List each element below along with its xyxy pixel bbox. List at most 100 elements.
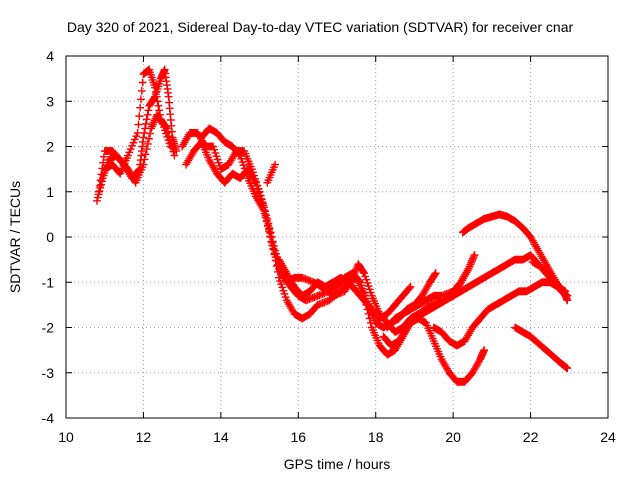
data-point (140, 155, 149, 164)
data-point (268, 238, 277, 247)
data-point (146, 129, 154, 138)
data-point (169, 147, 178, 156)
data-point (151, 83, 159, 92)
data-point (155, 106, 164, 115)
x-tick-label: 20 (445, 429, 461, 445)
series-track-8 (263, 160, 279, 187)
data-point (366, 319, 375, 327)
series-track-14 (511, 323, 572, 373)
x-tick-label: 10 (58, 429, 74, 445)
data-point (365, 314, 374, 323)
data-point (142, 119, 150, 128)
data-point (136, 103, 145, 112)
data-point (277, 280, 286, 289)
data-point (237, 154, 246, 163)
data-point (141, 124, 149, 133)
data-point (135, 112, 144, 121)
x-axis-label: GPS time / hours (284, 456, 391, 472)
data-point (271, 160, 279, 169)
data-point (275, 273, 283, 282)
series-track-7 (275, 255, 415, 323)
data-point (480, 346, 489, 355)
series-track-3 (100, 65, 179, 178)
data-point (260, 209, 269, 218)
data-point (209, 142, 218, 151)
data-point (161, 123, 170, 132)
chart-title: Day 320 of 2021, Sidereal Day-to-day VTE… (67, 19, 574, 35)
data-point (156, 110, 164, 119)
series-track-6 (197, 124, 489, 386)
data-point (362, 275, 371, 284)
data-point (97, 170, 106, 179)
data-point (405, 284, 414, 292)
data-point (563, 364, 572, 373)
data-point (241, 167, 250, 176)
data-point (266, 229, 274, 238)
data-point (430, 270, 439, 279)
data-point (563, 296, 572, 305)
y-tick-label: 2 (46, 139, 54, 155)
data-point (133, 129, 142, 137)
data-point (267, 233, 276, 241)
y-tick-label: 4 (46, 48, 54, 64)
data-point (262, 217, 271, 226)
data-point (235, 150, 244, 159)
y-tick-label: -2 (42, 320, 55, 336)
data-point (93, 196, 101, 205)
y-tick-label: 0 (46, 229, 54, 245)
data-point (152, 92, 161, 101)
data-point (365, 285, 374, 294)
data-point (359, 268, 368, 276)
data-point (242, 171, 251, 179)
data-point (236, 151, 245, 160)
data-point (142, 145, 151, 153)
data-point (240, 164, 249, 173)
y-axis-label: SDTVAR / TECUs (7, 181, 23, 293)
y-tick-label: -1 (42, 274, 55, 290)
data-point (364, 310, 373, 318)
data-point (168, 143, 177, 152)
data-point (270, 250, 279, 259)
data-point (137, 87, 146, 95)
data-point (143, 140, 152, 148)
data-point (124, 151, 132, 160)
data-point (170, 151, 179, 160)
data-point (278, 283, 287, 292)
data-point (238, 158, 247, 166)
data-point (95, 187, 103, 196)
x-tick-label: 22 (523, 429, 539, 445)
data-point (151, 88, 160, 97)
data-point (281, 293, 290, 302)
data-point (141, 150, 150, 159)
data-point (255, 188, 263, 197)
data-point (280, 289, 289, 298)
x-tick-label: 14 (213, 429, 229, 445)
data-point (125, 148, 134, 157)
data-point (142, 115, 151, 124)
data-point (279, 286, 288, 295)
data-point (130, 135, 139, 144)
data-points (93, 65, 572, 386)
data-point (138, 78, 147, 87)
data-point (153, 97, 162, 106)
data-point (134, 120, 143, 129)
data-point (212, 152, 221, 161)
data-point (96, 176, 105, 185)
data-point (214, 158, 223, 167)
data-point (143, 110, 152, 119)
data-point (145, 134, 153, 143)
data-point (213, 155, 222, 164)
y-tick-label: 1 (46, 184, 54, 200)
data-point (128, 141, 136, 150)
data-point (261, 213, 270, 222)
data-point (132, 132, 141, 141)
data-point (164, 132, 173, 141)
data-point (265, 225, 273, 234)
y-tick-label: -4 (42, 410, 55, 426)
data-point (99, 158, 107, 167)
data-point (163, 128, 172, 137)
x-tick-label: 16 (290, 429, 306, 445)
data-point (406, 282, 415, 291)
data-point (99, 152, 108, 161)
